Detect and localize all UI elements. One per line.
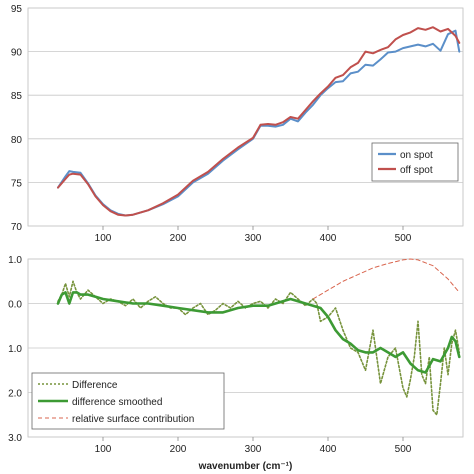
series-line-relative-surface-contribution <box>312 258 460 300</box>
legend-label: on spot <box>400 150 433 161</box>
y-tick-label: 95 <box>11 4 23 15</box>
x-tick-label: 300 <box>245 444 262 455</box>
y-tick-label: 70 <box>11 222 23 233</box>
x-tick-label: 200 <box>170 233 187 244</box>
x-tick-label: 500 <box>395 444 412 455</box>
series-line-difference-smoothed <box>56 291 461 374</box>
y-tick-label: 0.0 <box>8 300 22 311</box>
legend-box <box>31 372 225 430</box>
legend: Difference difference smoothed relative su… <box>31 372 225 430</box>
series-line-off-spot <box>57 26 461 217</box>
legend-box <box>371 142 459 182</box>
y-tick-label: 3.0 <box>8 433 22 444</box>
legend-label: relative surface contribution <box>72 414 194 425</box>
x-tick-label: 200 <box>170 444 187 455</box>
y-tick-label: 2.0 <box>8 389 22 400</box>
top-chart: 70 75 80 85 90 95 100 200 300 400 500 on spot off sp… <box>11 4 464 244</box>
legend-label: difference smoothed <box>72 397 162 408</box>
x-axis-label: wavenumber (cm⁻¹) <box>198 461 293 472</box>
y-tick-label: 80 <box>11 135 23 146</box>
y-tick-label: 75 <box>11 178 23 189</box>
bottom-chart: 1.0 0.0 1.0 2.0 3.0 100 200 300 400 500 wavenumber… <box>8 255 464 472</box>
x-tick-label: 100 <box>95 233 112 244</box>
x-tick-label: 100 <box>95 444 112 455</box>
y-tick-label: 85 <box>11 91 23 102</box>
y-tick-label: 1.0 <box>8 255 22 266</box>
x-tick-label: 500 <box>395 233 412 244</box>
y-tick-label: 90 <box>11 48 23 59</box>
x-tick-label: 400 <box>320 444 337 455</box>
legend: on spot off spot <box>371 142 459 182</box>
legend-label: Difference <box>72 380 118 391</box>
y-tick-label: 1.0 <box>8 344 22 355</box>
legend-label: off spot <box>400 165 433 176</box>
x-tick-label: 300 <box>245 233 262 244</box>
x-tick-label: 400 <box>320 233 337 244</box>
